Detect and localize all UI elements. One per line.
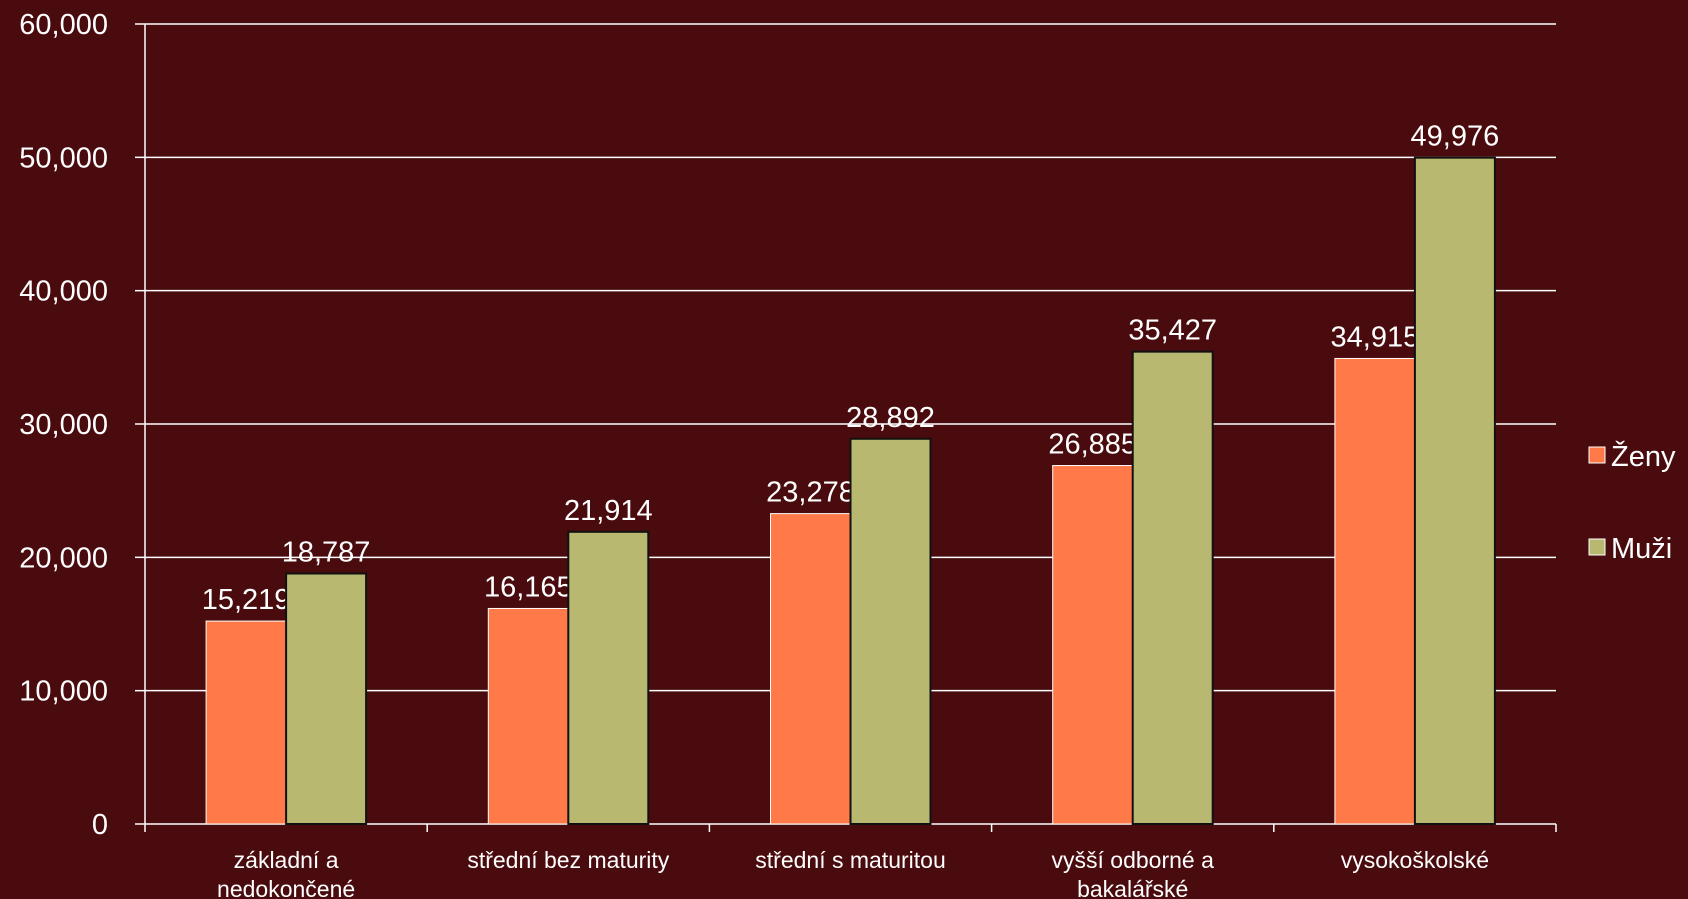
x-category-label: bakalářské: [1077, 876, 1188, 899]
bar-zeny: [1334, 357, 1416, 825]
bar-zeny: [205, 620, 287, 825]
y-tick-label: 40,000: [19, 276, 108, 308]
data-label: 34,915: [1331, 321, 1420, 353]
data-label: 23,278: [766, 477, 855, 509]
data-label: 15,219: [202, 584, 291, 616]
x-category-label: vysokoškolské: [1341, 847, 1489, 873]
data-label: 49,976: [1411, 121, 1500, 153]
x-category-label: nedokončené: [217, 876, 355, 899]
bar-muzi: [1413, 156, 1496, 826]
legend-label: Muži: [1611, 533, 1672, 565]
bar-muzi: [567, 530, 650, 826]
y-tick-label: 0: [92, 809, 108, 841]
data-label: 28,892: [846, 402, 935, 434]
y-tick-label: 60,000: [19, 9, 108, 41]
bar-muzi: [285, 572, 368, 825]
bar-muzi: [1131, 350, 1214, 825]
x-category-label: vyšší odborné a: [1052, 847, 1215, 873]
legend-swatch-zeny: [1588, 446, 1606, 464]
y-tick-label: 10,000: [19, 676, 108, 708]
x-category-label: střední s maturitou: [755, 847, 945, 873]
data-label: 26,885: [1048, 429, 1137, 461]
x-category-label: střední bez maturity: [467, 847, 669, 873]
x-category-label: základní a: [234, 847, 339, 873]
y-tick-label: 30,000: [19, 409, 108, 441]
data-label: 18,787: [282, 537, 371, 569]
bar-zeny: [1052, 465, 1134, 825]
bar-zeny: [770, 513, 851, 825]
bar-muzi: [849, 437, 932, 825]
legend-swatch-muzi: [1588, 538, 1606, 556]
legend-label: Ženy: [1611, 440, 1676, 473]
data-label: 21,914: [564, 495, 653, 527]
y-tick-label: 20,000: [19, 542, 108, 574]
y-tick-label: 50,000: [19, 142, 108, 174]
bar-zeny: [487, 607, 569, 825]
data-label: 16,165: [484, 571, 573, 603]
data-label: 35,427: [1128, 315, 1217, 347]
